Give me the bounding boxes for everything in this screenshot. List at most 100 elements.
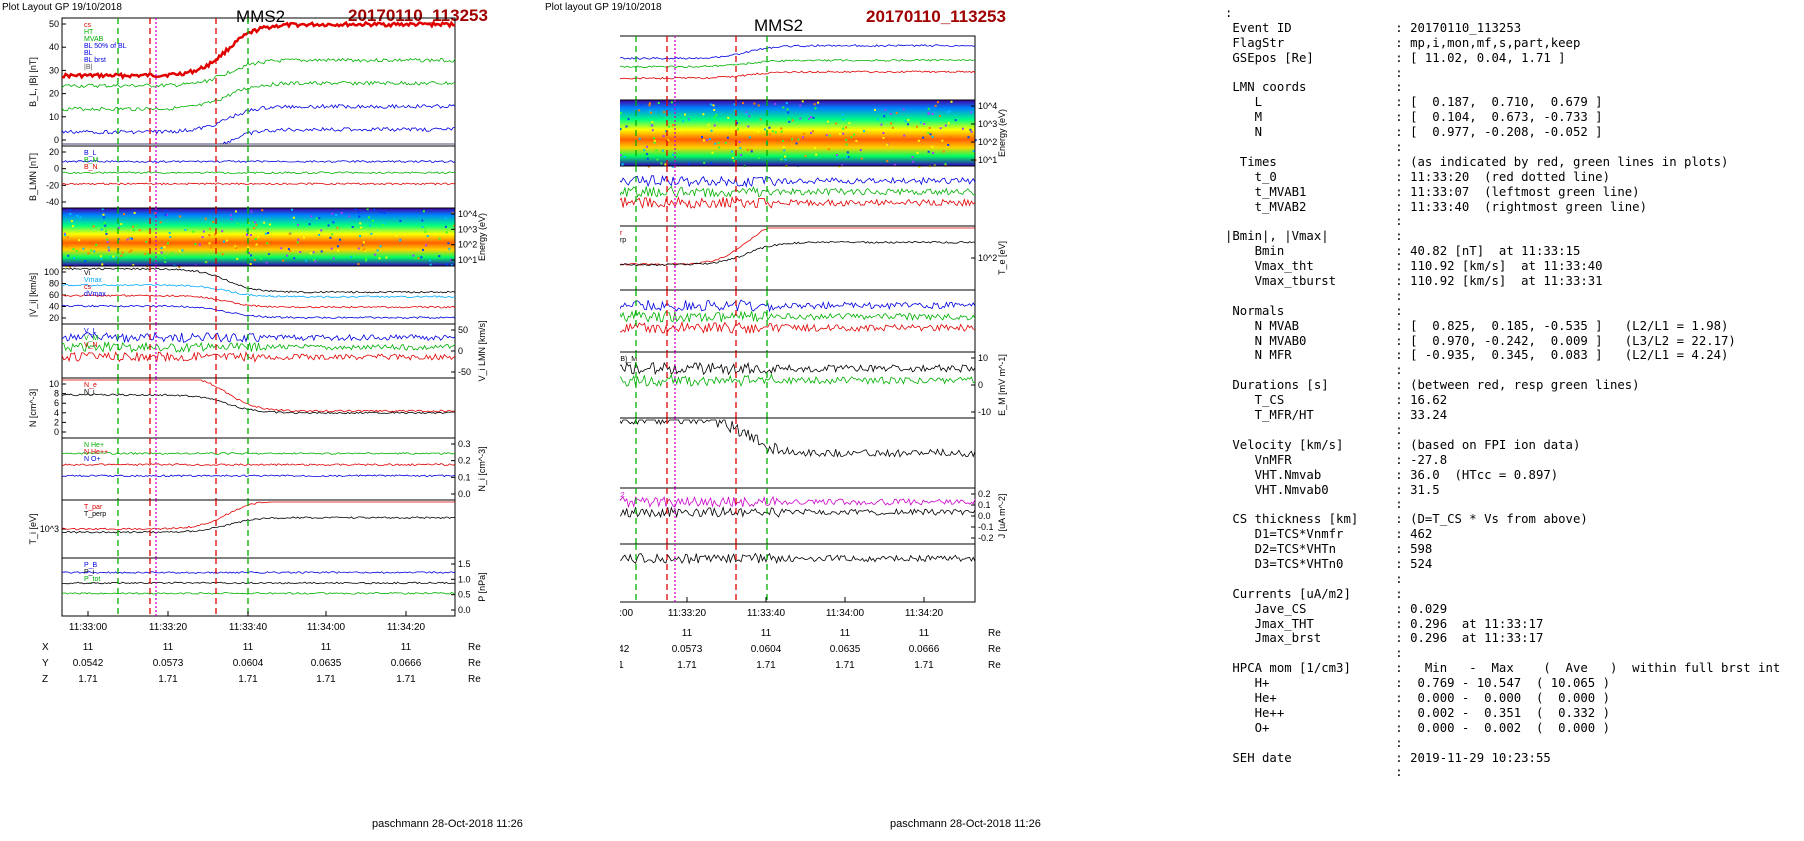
spectrogram-pixel: [100, 228, 103, 231]
figure-footer: paschmann 28-Oct-2018 11:26: [890, 818, 1041, 830]
summary-line: :: [1225, 646, 1403, 661]
spectrogram-pixel: [893, 163, 896, 166]
series-line: [620, 419, 976, 458]
summary-line: |Bmin|, |Vmax| :: [1225, 229, 1403, 244]
summary-line: D2=TCS*VHTn : 598: [1225, 542, 1433, 557]
spectrogram-pixel: [795, 142, 798, 145]
time-tick-label: 11:33:40: [229, 622, 268, 633]
spectrogram-pixel: [915, 125, 918, 128]
tick-label: 80: [49, 279, 59, 289]
legend-entry: T_perp: [620, 237, 626, 244]
spectrogram-pixel: [318, 233, 321, 236]
tick-label: -20: [46, 180, 59, 190]
spectrogram-pixel: [315, 217, 318, 220]
tick-label: 1.5: [458, 559, 471, 569]
panel-frame: [620, 487, 976, 545]
tick-label: 10^1: [458, 255, 477, 265]
pos-unit: Re: [468, 642, 481, 653]
spectrogram-pixel: [95, 243, 98, 246]
spectrogram-pixel: [812, 116, 815, 119]
spectrogram-pixel: [110, 239, 113, 242]
spectrogram-pixel: [370, 232, 373, 235]
summary-line: He++ : 0.002 - 0.351 ( 0.332 ): [1225, 705, 1610, 720]
spectrogram-pixel: [382, 224, 385, 227]
spectrogram-pixel: [734, 109, 737, 112]
spectrogram-pixel: [198, 243, 201, 246]
spectrogram-pixel: [108, 249, 111, 252]
spectrogram-pixel: [247, 252, 250, 255]
spectrogram-pixel: [385, 256, 388, 259]
plot-panel: 200-20-40B_LMN [nT]B_LB_MB_N: [620, 35, 976, 101]
tick-label: 0.5: [458, 590, 471, 600]
spectrogram-pixel: [620, 164, 623, 167]
spectrogram-pixel: [422, 248, 425, 251]
spectrogram-pixel: [954, 119, 957, 122]
spectrogram-pixel: [788, 120, 791, 123]
plot-panel: 100-10E_M [mV m^-1]-(VexB)_ME_M: [620, 351, 1007, 419]
spectrogram-pixel: [907, 119, 910, 122]
spectrogram-pixel: [742, 102, 745, 105]
spectrogram-pixel: [259, 257, 262, 260]
spectrogram-pixel: [841, 164, 844, 167]
spectrogram-pixel: [842, 118, 845, 121]
spectrogram-pixel: [132, 264, 135, 267]
tick-label: 50: [49, 19, 59, 29]
spectrogram-pixel: [365, 257, 368, 260]
spectrogram-pixel: [292, 216, 295, 219]
spectrogram-pixel: [221, 253, 224, 256]
series-line: [62, 581, 456, 585]
plot-panel: 0.250.200.150.100.05J [uA m^-2]|J|: [620, 417, 976, 489]
summary-line: M : [ 0.104, 0.673, -0.733 ]: [1225, 110, 1603, 125]
tick-label: 0.1: [978, 500, 991, 510]
tick-label: 4: [54, 408, 59, 418]
spectrogram-pixel: [791, 119, 794, 122]
spectrogram-pixel: [359, 234, 362, 237]
legend-entry: N_i: [84, 389, 95, 396]
time-tick-label: 11:33:20: [149, 622, 188, 633]
spectrogram-pixel: [648, 102, 651, 105]
spectrogram-pixel: [75, 249, 78, 252]
spectrogram-pixel: [327, 224, 330, 227]
spectrogram-pixel: [961, 127, 964, 130]
spectrogram-pixel: [236, 257, 239, 260]
spectrogram-pixel: [421, 225, 424, 228]
summary-line: Jmax_THT : 0.296 at 11:33:17: [1225, 616, 1544, 631]
spectrogram-pixel: [371, 219, 374, 222]
series-line: [620, 70, 976, 80]
spectrogram-pixel: [181, 249, 184, 252]
summary-line: D1=TCS*Vnmfr : 462: [1225, 527, 1433, 542]
spectrogram-pixel: [714, 142, 717, 145]
spectrogram-pixel: [663, 111, 666, 114]
spectrogram-pixel: [337, 249, 340, 252]
spectrogram-pixel: [797, 138, 800, 141]
pos-value: 0.0635: [311, 658, 342, 669]
spectrogram-pixel: [364, 255, 367, 258]
spectrogram-pixel: [718, 146, 721, 149]
spectrogram-pixel: [922, 136, 925, 139]
spectrogram-pixel: [340, 211, 343, 214]
tick-label: 10^3: [458, 224, 477, 234]
pos-value: 1.71: [620, 660, 624, 671]
figure-header: Plot layout GP 19/10/2018: [545, 2, 662, 13]
spectrogram-pixel: [784, 158, 787, 161]
legend-entry: V_L: [84, 328, 97, 335]
spectrogram-pixel: [117, 226, 120, 229]
spectrogram-pixel: [163, 256, 166, 259]
legend-entry: B_N: [84, 164, 98, 171]
spectrogram-pixel: [672, 124, 675, 127]
spectrogram-pixel: [367, 216, 370, 219]
spectrogram-pixel: [366, 208, 369, 211]
spectrogram-pixel: [845, 155, 848, 158]
spectrogram-pixel: [748, 136, 751, 139]
spectrogram-pixel: [264, 232, 267, 235]
panel-frame: [620, 351, 976, 419]
spectrogram-pixel: [645, 145, 648, 148]
spectrogram-pixel: [730, 150, 733, 153]
spectrogram-pixel: [738, 140, 741, 143]
spectrogram-pixel: [263, 244, 266, 247]
spectrogram-pixel: [731, 156, 734, 159]
spectrogram-pixel: [130, 237, 133, 240]
spectrogram-pixel: [650, 111, 653, 114]
spectrogram-pixel: [230, 218, 233, 221]
